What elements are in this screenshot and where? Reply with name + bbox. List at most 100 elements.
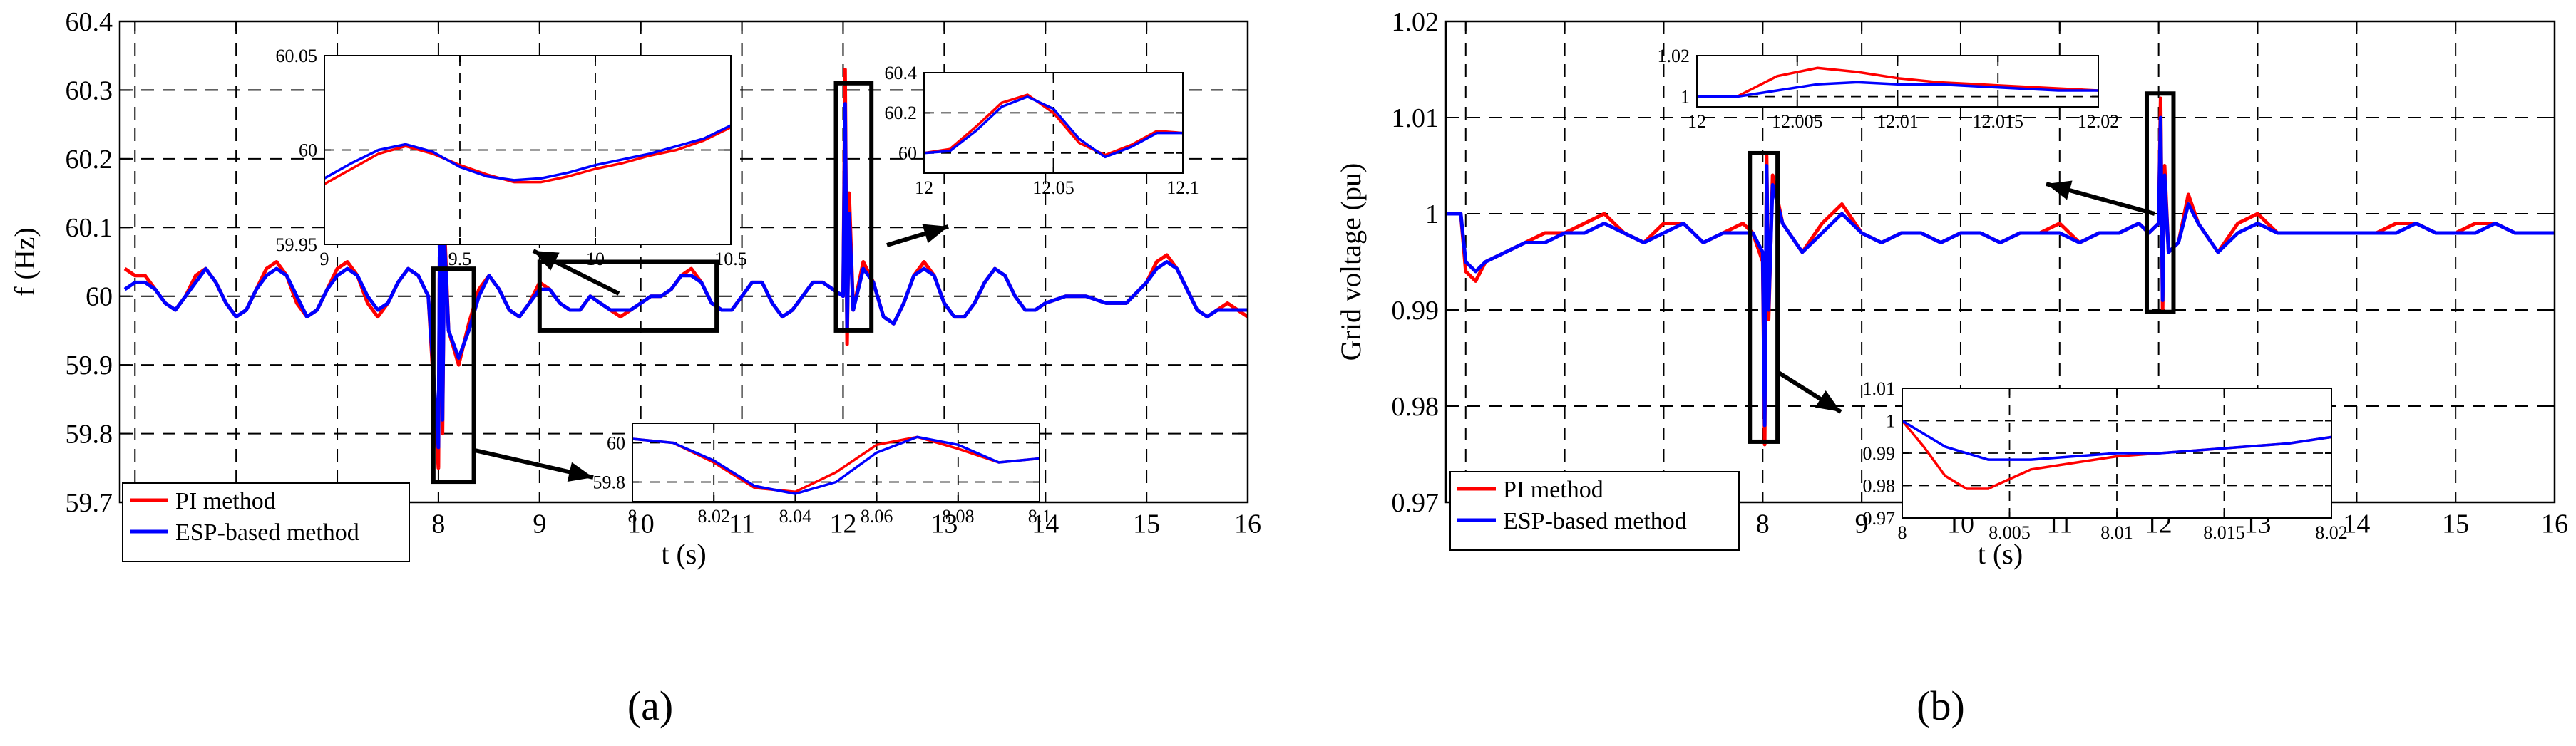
inset-series-line-esp <box>324 124 731 182</box>
x-tick-label: 16 <box>2541 509 2568 539</box>
plot-background <box>632 423 1040 502</box>
inset-series-line-esp <box>1697 81 2098 98</box>
zoom-highlight-box <box>2144 91 2176 314</box>
panel-a: 567891011121314151659.759.859.96060.160.… <box>9 7 1261 729</box>
y-tick-label: 0.98 <box>1392 392 1440 422</box>
y-tick-label: 0.98 <box>1863 475 1896 496</box>
y-tick-label: 0.99 <box>1392 296 1440 326</box>
y-tick-label: 60 <box>86 282 113 312</box>
legend-entry-pi: PI method <box>175 488 276 514</box>
x-tick-label: 14 <box>1032 509 1059 539</box>
x-tick-label: 8 <box>1898 522 1907 543</box>
x-tick-label: 8 <box>431 509 445 539</box>
legend-box <box>122 482 410 562</box>
y-tick-label: 0.99 <box>1863 443 1896 464</box>
legend-entry-pi: PI method <box>1503 477 1603 503</box>
plot-frame <box>324 55 732 245</box>
x-tick-label: 9 <box>320 249 329 269</box>
plot-frame <box>1902 388 2332 519</box>
x-tick-label: 8.06 <box>861 506 893 527</box>
panel-label: (b) <box>1916 683 1965 729</box>
zoom-highlight-box <box>537 259 719 333</box>
series-line-esp <box>1446 115 2555 428</box>
zoom-arrow-head <box>2046 180 2073 200</box>
y-tick-label: 1 <box>1425 200 1439 229</box>
x-tick-label: 15 <box>1133 509 1160 539</box>
inset-series-line-esp <box>632 435 1040 495</box>
legend: PI method ESP-based method <box>122 482 410 562</box>
y-tick-label: 59.9 <box>66 351 113 380</box>
y-tick-label: 59.7 <box>66 488 113 518</box>
x-tick-label: 12 <box>1688 111 1706 132</box>
inset-plot: 8 8.02 8.04 8.06 8.08 8.1 59.8 60 <box>593 423 1052 527</box>
y-tick-label: 60.05 <box>276 46 318 66</box>
y-tick-label: 1 <box>1886 410 1895 431</box>
legend-entry-esp: ESP-based method <box>175 519 359 546</box>
x-tick-label: 12 <box>915 177 933 198</box>
plot-frame <box>1696 55 2099 108</box>
x-tick-label: 9.5 <box>448 249 472 269</box>
inset-series-line-pi <box>924 93 1183 157</box>
x-tick-label: 8.015 <box>2203 522 2245 543</box>
y-tick-label: 60.1 <box>66 213 113 243</box>
y-tick-label: 60.4 <box>66 7 113 37</box>
x-axis-label: t (s) <box>1978 538 2023 570</box>
y-tick-label: 0.97 <box>1863 508 1896 529</box>
x-tick-label: 8 <box>628 506 637 527</box>
y-tick-label: 0.97 <box>1392 488 1440 518</box>
y-tick-label: 59.8 <box>593 472 626 492</box>
x-tick-label: 16 <box>1234 509 1261 539</box>
x-tick-label: 9 <box>533 509 546 539</box>
zoom-highlight-box <box>431 266 476 485</box>
x-tick-label: 8.02 <box>2315 522 2348 543</box>
x-tick-label: 8 <box>1756 509 1770 539</box>
x-tick-label: 10 <box>586 249 605 269</box>
x-tick-label: 12.05 <box>1032 177 1074 198</box>
y-axis-label: Grid voltage (pu) <box>1335 163 1367 361</box>
x-axis-label: t (s) <box>661 538 706 570</box>
x-tick-label: 8.01 <box>2100 522 2133 543</box>
plot-frame <box>632 423 1040 502</box>
y-tick-label: 59.8 <box>66 419 113 449</box>
plot-background <box>924 73 1183 173</box>
x-tick-label: 8.1 <box>1028 506 1052 527</box>
y-tick-label: 60.2 <box>885 103 918 123</box>
x-tick-label: 14 <box>2343 509 2370 539</box>
legend-entry-esp: ESP-based method <box>1503 508 1687 534</box>
series-line-esp <box>123 102 1248 450</box>
y-tick-label: 60.3 <box>66 76 113 105</box>
x-tick-label: 10 <box>627 509 655 539</box>
x-tick-label: 12.1 <box>1166 177 1199 198</box>
y-tick-label: 1.01 <box>1392 103 1440 133</box>
y-tick-label: 60.4 <box>885 63 918 83</box>
zoom-arrow-head <box>1815 390 1841 412</box>
x-tick-label: 8.04 <box>779 506 812 527</box>
y-axis-label: f (Hz) <box>9 227 41 296</box>
x-tick-label: 8.02 <box>697 506 730 527</box>
inset-series-line-pi <box>1697 66 2098 98</box>
x-tick-label: 13 <box>930 509 958 539</box>
y-tick-label: 1.01 <box>1863 378 1896 399</box>
inset-series-line-esp <box>924 95 1183 159</box>
x-tick-label: 12 <box>829 509 856 539</box>
inset-plot: 8 8.005 8.01 8.015 8.02 0.97 0.98 0.99 1 1.01 <box>1863 378 2348 543</box>
x-tick-label: 12.01 <box>1877 111 1919 132</box>
x-tick-label: 12.005 <box>1772 111 1823 132</box>
x-tick-label: 8.08 <box>942 506 975 527</box>
y-tick-label: 60 <box>607 432 625 453</box>
zoom-arrow-head <box>533 251 560 271</box>
x-tick-label: 11 <box>729 509 755 539</box>
inset-plot: 12 12.005 12.01 12.015 12.02 1 1.02 <box>1658 46 2120 132</box>
x-tick-label: 15 <box>2442 509 2469 539</box>
zoom-highlight-box <box>1748 150 1780 444</box>
x-tick-label: 10.5 <box>714 249 747 269</box>
panel-label: (a) <box>627 683 673 729</box>
y-tick-label: 1 <box>1680 86 1690 107</box>
zoom-arrow-head <box>922 224 948 244</box>
panel-b: 56789101112131415160.970.980.9911.011.02… <box>1335 7 2568 729</box>
zoom-highlight-box <box>833 81 874 333</box>
y-tick-label: 1.02 <box>1658 46 1690 66</box>
y-tick-label: 59.95 <box>276 234 318 255</box>
legend-box <box>1449 471 1740 551</box>
y-tick-label: 1.02 <box>1392 7 1440 37</box>
